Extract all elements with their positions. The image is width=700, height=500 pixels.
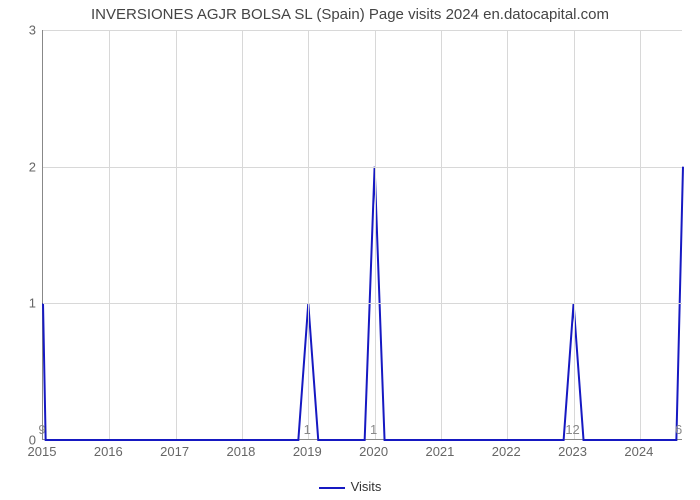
grid-line-v bbox=[640, 30, 641, 439]
x-tick-label: 2019 bbox=[293, 444, 322, 459]
x-tick-label: 2022 bbox=[492, 444, 521, 459]
x-tick-label: 2023 bbox=[558, 444, 587, 459]
x-tick-label: 2018 bbox=[226, 444, 255, 459]
x-tick-label: 2024 bbox=[624, 444, 653, 459]
x-tick-label: 2016 bbox=[94, 444, 123, 459]
legend-swatch bbox=[319, 487, 345, 489]
legend-label: Visits bbox=[351, 479, 382, 494]
grid-line-v bbox=[308, 30, 309, 439]
chart-container: INVERSIONES AGJR BOLSA SL (Spain) Page v… bbox=[0, 0, 700, 500]
grid-line-h bbox=[43, 167, 682, 168]
plot-area bbox=[42, 30, 682, 440]
grid-line-v bbox=[242, 30, 243, 439]
grid-line-v bbox=[441, 30, 442, 439]
y-tick-label: 2 bbox=[6, 159, 36, 174]
value-label: 6 bbox=[675, 422, 682, 437]
value-label: 12 bbox=[565, 422, 579, 437]
x-tick-label: 2021 bbox=[425, 444, 454, 459]
grid-line-v bbox=[507, 30, 508, 439]
grid-line-v bbox=[109, 30, 110, 439]
value-label: 1 bbox=[370, 422, 377, 437]
grid-line-v bbox=[375, 30, 376, 439]
line-series-svg bbox=[43, 30, 682, 439]
y-tick-label: 3 bbox=[6, 23, 36, 38]
chart-title: INVERSIONES AGJR BOLSA SL (Spain) Page v… bbox=[0, 6, 700, 23]
x-tick-label: 2015 bbox=[28, 444, 57, 459]
value-label: 9 bbox=[38, 422, 45, 437]
x-tick-label: 2020 bbox=[359, 444, 388, 459]
grid-line-v bbox=[574, 30, 575, 439]
y-tick-label: 1 bbox=[6, 296, 36, 311]
grid-line-h bbox=[43, 303, 682, 304]
legend: Visits bbox=[0, 479, 700, 494]
grid-line-v bbox=[176, 30, 177, 439]
grid-line-h bbox=[43, 30, 682, 31]
value-label: 1 bbox=[304, 422, 311, 437]
x-tick-label: 2017 bbox=[160, 444, 189, 459]
